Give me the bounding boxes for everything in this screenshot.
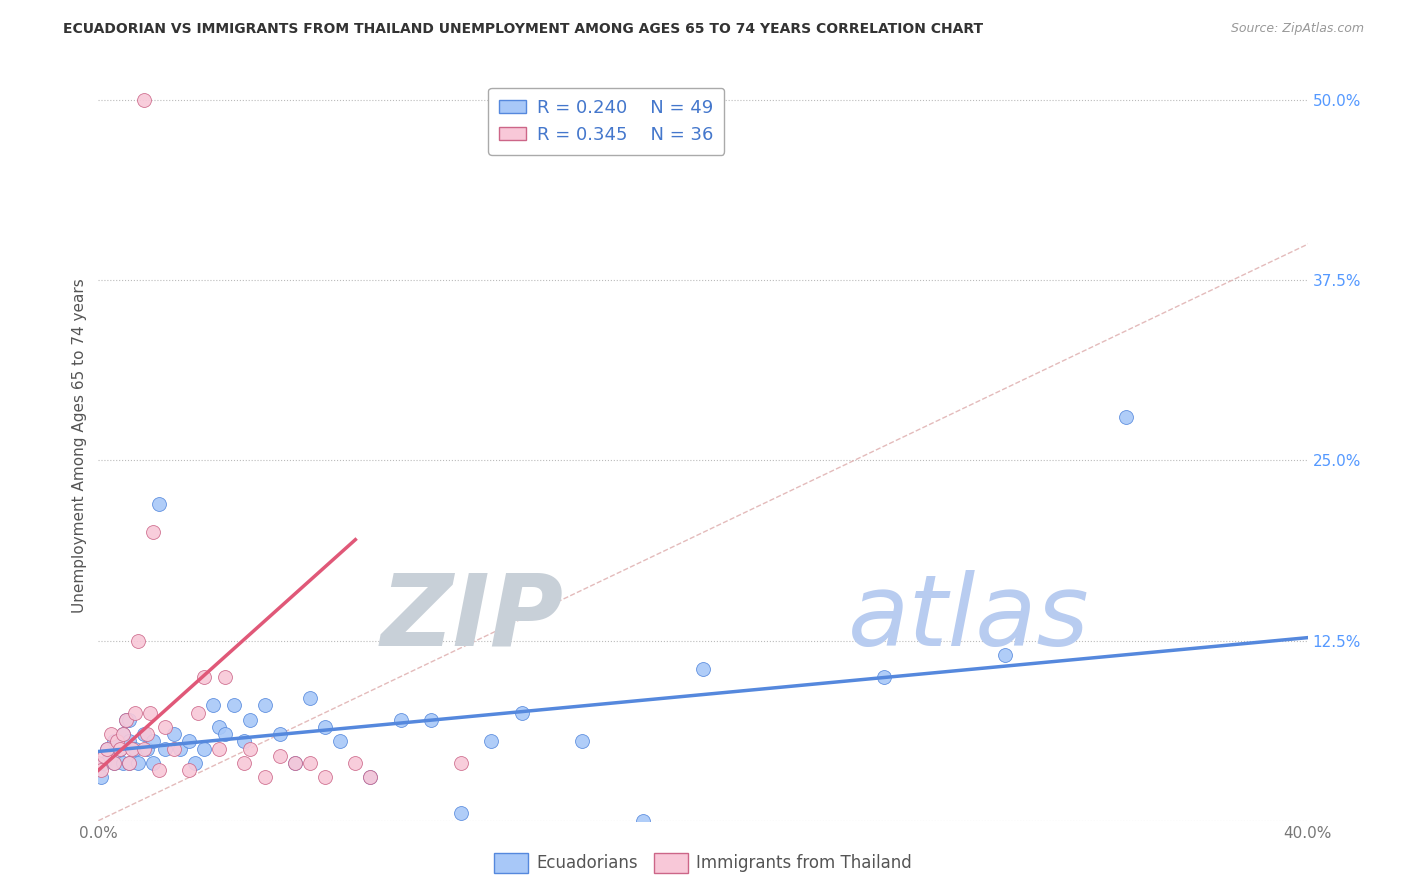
Point [214, 669, 236, 683]
Point [214, 727, 236, 741]
Text: Source: ZipAtlas.com: Source: ZipAtlas.com [1230, 22, 1364, 36]
Point [135, 741, 157, 756]
Point [450, 806, 472, 821]
Point [692, 662, 714, 676]
Point [100, 727, 122, 741]
Point [127, 633, 149, 648]
Point [169, 741, 191, 756]
Point [118, 713, 141, 727]
Legend: R = 0.240    N = 49, R = 0.345    N = 36: R = 0.240 N = 49, R = 0.345 N = 36 [488, 88, 724, 154]
Point [132, 727, 155, 741]
Point [111, 727, 134, 741]
Point [389, 713, 412, 727]
Point [111, 727, 134, 741]
Y-axis label: Unemployment Among Ages 65 to 74 years: Unemployment Among Ages 65 to 74 years [72, 278, 87, 614]
Point [108, 741, 131, 756]
Point [121, 741, 143, 756]
Point [299, 691, 322, 706]
Point [124, 706, 146, 720]
Point [96, 741, 118, 756]
Text: atlas: atlas [848, 570, 1090, 667]
Point [232, 756, 254, 770]
Point [124, 741, 146, 756]
Point [148, 497, 170, 511]
Point [232, 734, 254, 748]
Point [132, 93, 155, 107]
Point [994, 648, 1017, 662]
Point [103, 756, 125, 770]
Point [184, 756, 207, 770]
Point [163, 741, 186, 756]
Point [142, 525, 165, 540]
Point [96, 741, 118, 756]
Point [105, 734, 128, 748]
Point [253, 698, 276, 713]
Point [269, 727, 291, 741]
Point [118, 756, 141, 770]
Point [139, 706, 162, 720]
Point [179, 734, 201, 748]
Point [108, 741, 131, 756]
Point [93, 756, 115, 770]
Point [284, 756, 307, 770]
Point [118, 756, 141, 770]
Point [153, 741, 176, 756]
Point [360, 771, 382, 785]
Point [873, 669, 896, 683]
Point [193, 741, 215, 756]
Point [93, 748, 115, 763]
Point [103, 734, 125, 748]
Point [314, 720, 336, 734]
Point [135, 727, 157, 741]
Point [90, 763, 112, 777]
Point [208, 741, 231, 756]
Point [111, 756, 134, 770]
Point [420, 713, 443, 727]
Point [208, 720, 231, 734]
Point [329, 734, 352, 748]
Point [142, 734, 165, 748]
Text: ECUADORIAN VS IMMIGRANTS FROM THAILAND UNEMPLOYMENT AMONG AGES 65 TO 74 YEARS CO: ECUADORIAN VS IMMIGRANTS FROM THAILAND U… [63, 22, 983, 37]
Point [1115, 410, 1137, 425]
Point [253, 771, 276, 785]
Legend: Ecuadorians, Immigrants from Thailand: Ecuadorians, Immigrants from Thailand [488, 847, 918, 880]
Point [239, 741, 262, 756]
Point [103, 756, 125, 770]
Point [510, 706, 533, 720]
Point [114, 713, 136, 727]
Point [239, 713, 262, 727]
Point [142, 756, 165, 770]
Point [202, 698, 225, 713]
Point [299, 756, 322, 770]
Point [187, 706, 209, 720]
Point [631, 814, 654, 828]
Point [224, 698, 246, 713]
Point [269, 748, 291, 763]
Point [153, 720, 176, 734]
Point [314, 771, 336, 785]
Point [179, 763, 201, 777]
Point [360, 771, 382, 785]
Point [344, 756, 367, 770]
Point [114, 713, 136, 727]
Point [87, 756, 110, 770]
Point [450, 756, 472, 770]
Point [148, 763, 170, 777]
Point [127, 756, 149, 770]
Point [193, 669, 215, 683]
Text: ZIP: ZIP [381, 570, 564, 667]
Point [481, 734, 503, 748]
Point [132, 741, 155, 756]
Point [284, 756, 307, 770]
Point [118, 734, 141, 748]
Point [571, 734, 593, 748]
Point [90, 771, 112, 785]
Point [163, 727, 186, 741]
